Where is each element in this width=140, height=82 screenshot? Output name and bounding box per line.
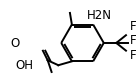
Text: OH: OH bbox=[16, 59, 34, 72]
Text: F: F bbox=[130, 20, 136, 33]
Text: O: O bbox=[10, 37, 19, 50]
Text: F: F bbox=[130, 49, 136, 62]
Text: H2N: H2N bbox=[86, 9, 111, 22]
Text: F: F bbox=[130, 35, 136, 47]
